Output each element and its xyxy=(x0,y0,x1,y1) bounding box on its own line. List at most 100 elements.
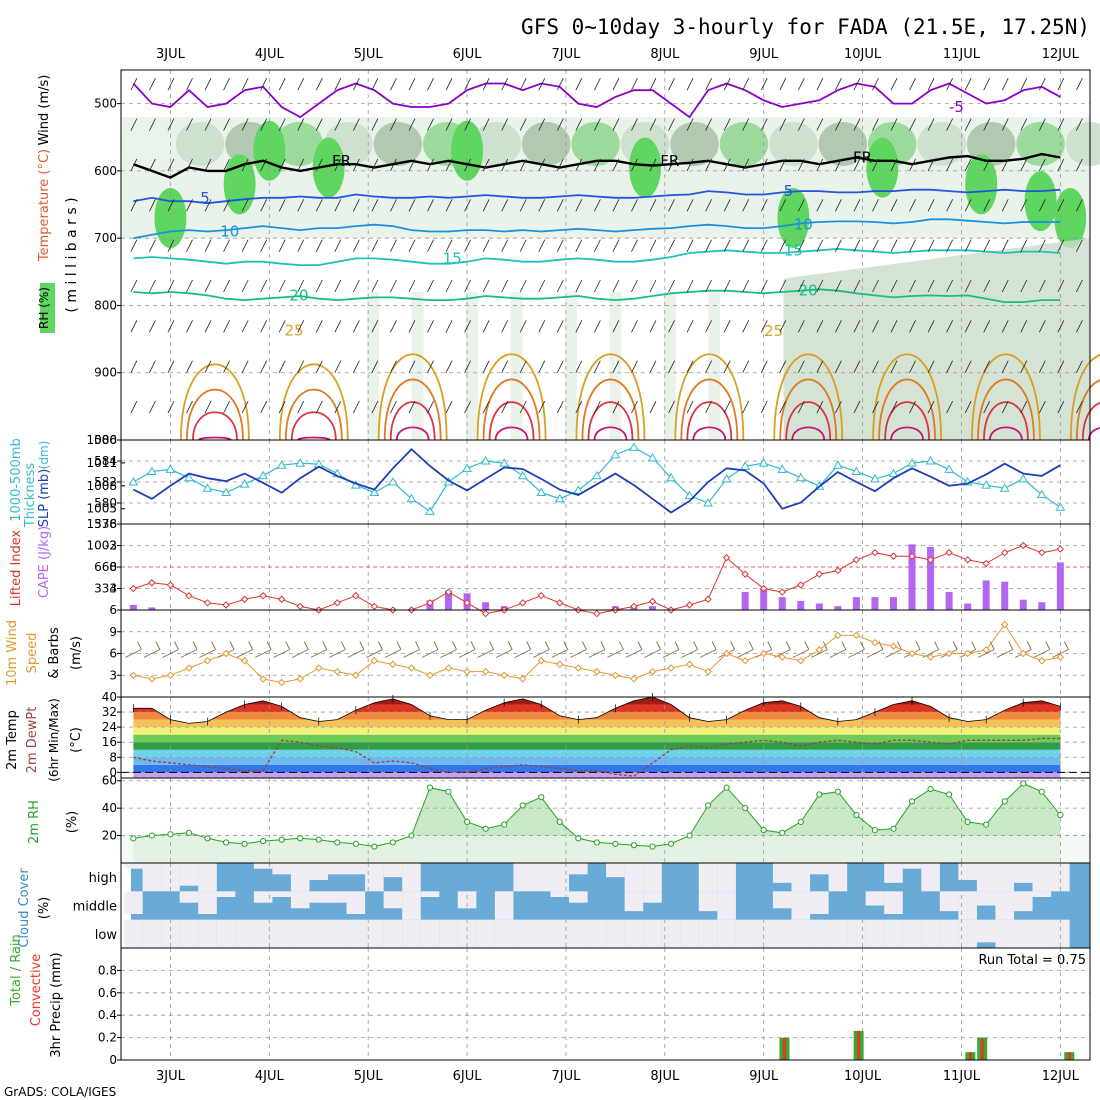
wind-barb xyxy=(278,118,286,131)
surface-isotherm xyxy=(791,426,826,441)
wind-barb xyxy=(1076,118,1083,131)
wind-speed-marker xyxy=(797,657,805,665)
y-tick-label: 580 xyxy=(94,496,117,510)
y-tick-label: 800 xyxy=(94,298,117,312)
cloud-clear-cell xyxy=(810,919,829,948)
wind-barb xyxy=(501,279,509,293)
wind-barb xyxy=(371,78,379,91)
wind-barb xyxy=(779,78,787,91)
wind-speed-marker xyxy=(593,667,601,676)
cloud-clear-cell xyxy=(995,919,1015,948)
lifted-index-marker xyxy=(722,553,731,562)
lifted-index-marker xyxy=(352,591,360,600)
thickness-marker xyxy=(740,461,751,470)
wind-barb xyxy=(1001,360,1009,373)
pressure-axis-label: ( m i l l i b a r s ) xyxy=(64,197,80,312)
x-tick-label-bottom: 6JUL xyxy=(453,1069,483,1084)
wind-barb xyxy=(519,360,527,373)
wind-barb-10m-flag xyxy=(359,641,365,650)
temp-line xyxy=(133,696,1061,724)
precip-convective-bar xyxy=(980,1037,984,1060)
lifted-index-marker xyxy=(370,602,379,611)
wind-barb xyxy=(149,199,156,212)
wind-speed-marker xyxy=(963,649,972,658)
cloud-clear-cell xyxy=(1051,919,1070,948)
wind-barb xyxy=(723,199,731,212)
wind-speed-marker xyxy=(871,638,879,647)
wind-barb xyxy=(149,118,156,131)
wind-barb xyxy=(760,279,768,293)
cloud-clear-cell xyxy=(513,863,532,892)
rh-marker xyxy=(463,818,471,825)
wind-barb xyxy=(742,239,750,252)
wind-barb xyxy=(983,279,991,293)
wind-barb xyxy=(779,400,787,414)
wind-speed-marker xyxy=(259,675,267,683)
y-tick-label: 24 xyxy=(102,720,117,734)
y-tick-label: 700 xyxy=(94,231,117,245)
rh-marker xyxy=(983,821,990,828)
wind-barb-10m-flag xyxy=(804,641,810,650)
cloud-clear-cell xyxy=(995,863,1015,892)
cloud-clear-cell xyxy=(847,919,866,948)
wind-barb-10m-flag xyxy=(1045,641,1051,650)
wind-barb-10m xyxy=(292,649,309,658)
cloud-clear-cell xyxy=(624,891,644,912)
x-tick-label-top: 11JUL xyxy=(943,47,981,62)
wind-barb xyxy=(946,400,953,414)
rh-marker xyxy=(148,832,155,839)
wind-barb xyxy=(983,360,991,373)
y-tick-label: 20 xyxy=(102,829,117,843)
wind-barb xyxy=(1076,199,1083,212)
cloud-clear-cell xyxy=(976,891,996,906)
wind-barb xyxy=(315,360,323,373)
wind-barb xyxy=(260,199,268,212)
y-tick-label: 900 xyxy=(94,366,117,380)
wind-barb xyxy=(1057,239,1065,252)
wind-barb xyxy=(408,360,416,373)
thickness-marker xyxy=(981,480,992,489)
cloud-clear-cell xyxy=(290,891,310,909)
wind-barb xyxy=(371,118,379,131)
wind-barb xyxy=(204,279,212,293)
wind-barb xyxy=(612,279,620,293)
wind-barb-10m-flag xyxy=(989,641,995,650)
cloud-clear-cell xyxy=(902,863,922,869)
thickness-marker xyxy=(165,464,176,473)
wind-barb xyxy=(649,118,657,131)
wind-barb xyxy=(260,279,268,293)
x-tick-label-bottom: 9JUL xyxy=(749,1069,779,1084)
cloud-clear-cell xyxy=(958,891,977,920)
cloud-unit-label: (%) xyxy=(37,897,52,920)
cloud-clear-cell xyxy=(179,891,199,903)
wind-barb-10m-flag xyxy=(155,641,161,650)
wind-barb xyxy=(797,158,805,172)
cape-bar xyxy=(648,606,656,610)
wind-barb-10m-flag xyxy=(229,641,235,650)
rh-axis-label: RH (%) xyxy=(37,287,51,329)
thickness-axis-label-3: (dm) xyxy=(37,441,51,470)
wind-barb xyxy=(519,400,527,414)
cloud-clear-cell xyxy=(124,919,143,948)
wind-barb xyxy=(705,279,712,293)
wind-barb-10m xyxy=(273,649,290,658)
wind-barb-10m xyxy=(866,649,884,658)
wind-barb xyxy=(278,158,286,172)
wind-barb-10m-flag xyxy=(1063,641,1069,650)
wind-barb xyxy=(186,158,193,172)
wind-speed-marker xyxy=(982,646,990,654)
wind-barb xyxy=(556,279,564,293)
wind-panel: 3 6 9 10m Wind Speed & Barbs (m/s) xyxy=(5,610,1090,697)
temp-unit-label: (°C) xyxy=(69,727,84,753)
slp-axis-label: SLP (mb) xyxy=(37,469,52,528)
lifted-index-axis-label: Lifted Index xyxy=(9,529,24,606)
wind-speed-marker xyxy=(722,649,731,658)
rh-marker xyxy=(241,840,248,847)
wind-barb xyxy=(668,279,675,293)
rh-shade xyxy=(571,122,620,166)
cloud-clear-cell xyxy=(680,919,699,948)
wind-barb xyxy=(241,158,249,172)
lifted-index-marker xyxy=(834,566,842,575)
cloud-clear-cell xyxy=(1032,863,1052,892)
precip-convective-label: Convective xyxy=(29,954,44,1027)
